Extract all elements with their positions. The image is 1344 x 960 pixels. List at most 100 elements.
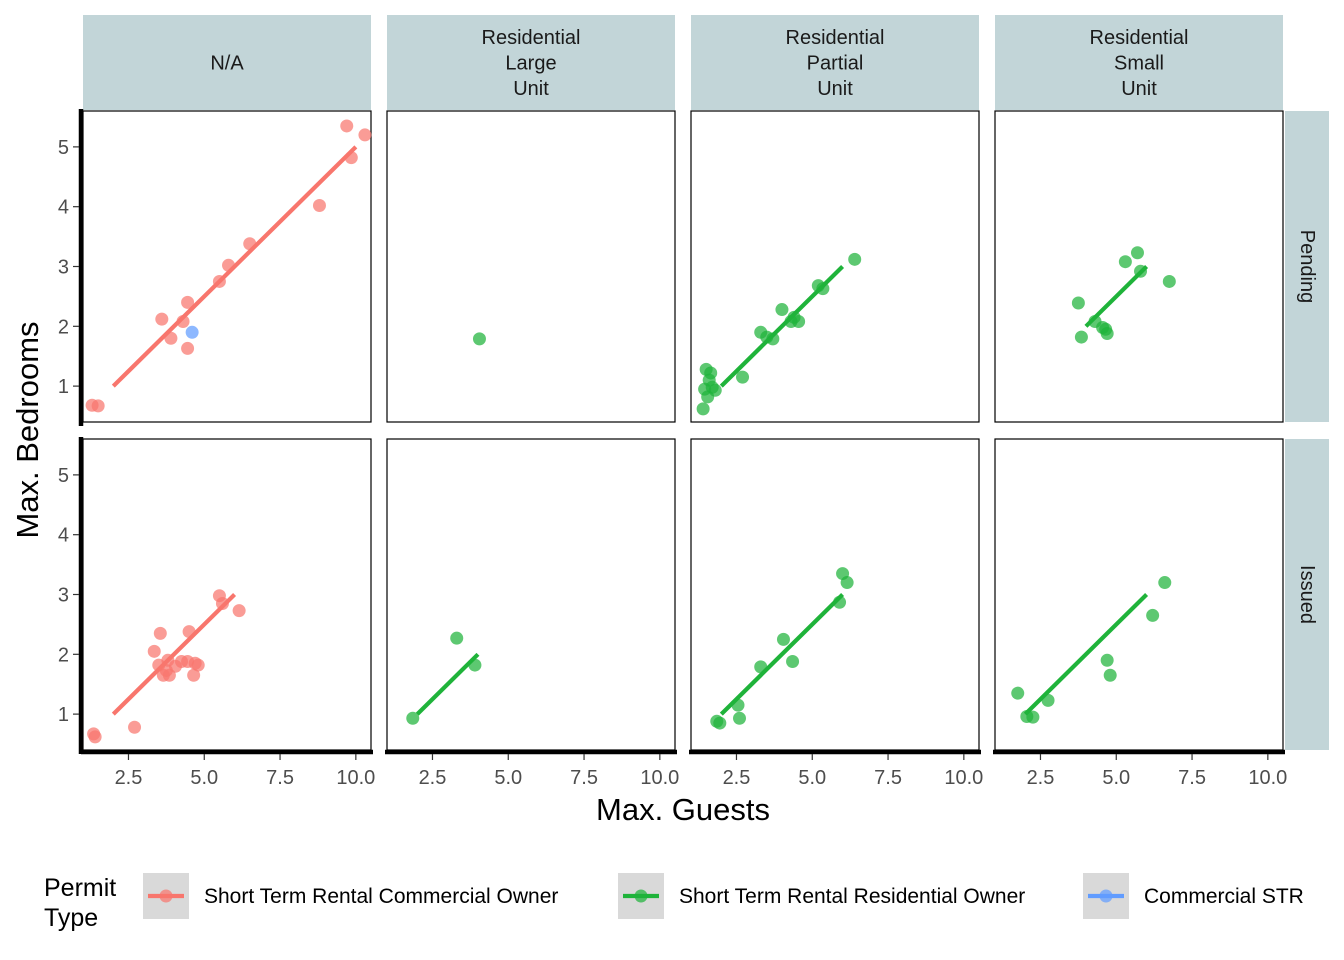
legend-label: Commercial STR (1144, 885, 1304, 908)
x-tick-label: 7.5 (1178, 767, 1206, 789)
data-point (733, 711, 747, 725)
trend-line (719, 265, 845, 388)
legend-point (1099, 889, 1113, 903)
data-point (840, 576, 854, 590)
data-point (88, 730, 102, 744)
panel (386, 438, 676, 751)
data-point (1100, 326, 1114, 340)
data-point (708, 383, 722, 397)
data-point (181, 341, 195, 355)
x-tick-label: 2.5 (723, 767, 751, 789)
y-tick-label: 4 (58, 197, 69, 219)
data-point (1162, 274, 1176, 288)
panel (82, 110, 372, 423)
data-point (147, 644, 161, 658)
y-tick-label: 2 (58, 316, 69, 338)
column-strip (83, 15, 371, 110)
data-point (775, 303, 789, 317)
column-strip-label: Unit (513, 78, 549, 100)
y-tick-label: 4 (58, 525, 69, 547)
data-point (181, 295, 195, 309)
x-tick-label: 10.0 (944, 767, 983, 789)
column-strip (387, 15, 675, 110)
column-strip-label: Residential (1090, 27, 1189, 49)
panel (994, 438, 1284, 751)
trend-line (1084, 265, 1149, 328)
column-strip-label: Residential (786, 27, 885, 49)
y-axis-title: Max. Bedrooms (10, 321, 45, 538)
x-tick-label: 10.0 (640, 767, 679, 789)
panel (386, 110, 676, 423)
column-strip-label: Unit (1121, 78, 1157, 100)
x-tick-label: 5.0 (798, 767, 826, 789)
data-point (696, 402, 710, 416)
column-strips: N/A Residential Large Unit Residential Partia… (83, 15, 1283, 110)
x-tick-label: 5.0 (494, 767, 522, 789)
y-tick-label: 5 (58, 137, 69, 159)
x-axis-title: Max. Guests (596, 792, 770, 827)
y-tick-label: 3 (58, 257, 69, 279)
data-point (358, 128, 372, 142)
trend-line (415, 652, 480, 716)
data-point (128, 720, 142, 734)
x-tick-label: 5.0 (1102, 767, 1130, 789)
legend-title: Type (44, 904, 98, 932)
data-point (776, 632, 790, 646)
data-point (450, 631, 464, 645)
axes: 2.5 5.0 7.5 10.0 2.5 5.0 7.5 10.0 2.5 5.0 7.5 10.0 2… (58, 109, 1287, 789)
y-tick-label: 1 (58, 704, 69, 726)
panel (690, 110, 980, 423)
panels (82, 110, 1284, 751)
data-point (1074, 330, 1088, 344)
row-strip (1285, 111, 1329, 422)
data-point (191, 658, 205, 672)
x-tick-label: 2.5 (419, 767, 447, 789)
y-tick-label: 1 (58, 376, 69, 398)
row-strips: Pending Issued (1285, 111, 1329, 750)
x-tick-label: 5.0 (190, 767, 218, 789)
column-strip-label: Partial (807, 53, 864, 75)
legend-item: Commercial STR (1083, 873, 1304, 919)
data-point (185, 325, 199, 339)
x-tick-label: 7.5 (874, 767, 902, 789)
data-point (1130, 246, 1144, 260)
trend-line (111, 145, 358, 388)
y-tick-label: 3 (58, 585, 69, 607)
data-point (1146, 608, 1160, 622)
x-tick-label: 7.5 (266, 767, 294, 789)
column-strip (691, 15, 979, 110)
panel-border (386, 110, 676, 423)
data-point (232, 604, 246, 618)
legend-point (634, 889, 648, 903)
legend-label: Short Term Rental Residential Owner (679, 885, 1025, 908)
data-point (187, 668, 201, 682)
trend-line (1023, 593, 1149, 716)
column-strip (995, 15, 1283, 110)
data-point (153, 626, 167, 640)
data-point (1011, 686, 1025, 700)
data-point (340, 119, 354, 133)
column-strip-label: Residential (482, 27, 581, 49)
legend-label: Short Term Rental Commercial Owner (204, 885, 558, 908)
data-point (1103, 668, 1117, 682)
legend-item: Short Term Rental Residential Owner (618, 873, 1025, 919)
trend-line (111, 593, 237, 716)
data-point (792, 315, 806, 329)
legend-item: Short Term Rental Commercial Owner (143, 873, 558, 919)
row-strip-label: Issued (1296, 565, 1318, 624)
panel (994, 110, 1284, 423)
y-tick-label: 5 (58, 465, 69, 487)
data-point (1118, 255, 1132, 269)
column-strip-label: Unit (817, 78, 853, 100)
x-tick-label: 2.5 (115, 767, 143, 789)
data-point (472, 332, 486, 346)
data-point (704, 366, 718, 380)
data-point (155, 312, 169, 326)
x-tick-label: 10.0 (1248, 767, 1287, 789)
panel (82, 438, 372, 751)
row-strip (1285, 439, 1329, 750)
data-point (1026, 710, 1040, 724)
x-tick-label: 2.5 (1027, 767, 1055, 789)
